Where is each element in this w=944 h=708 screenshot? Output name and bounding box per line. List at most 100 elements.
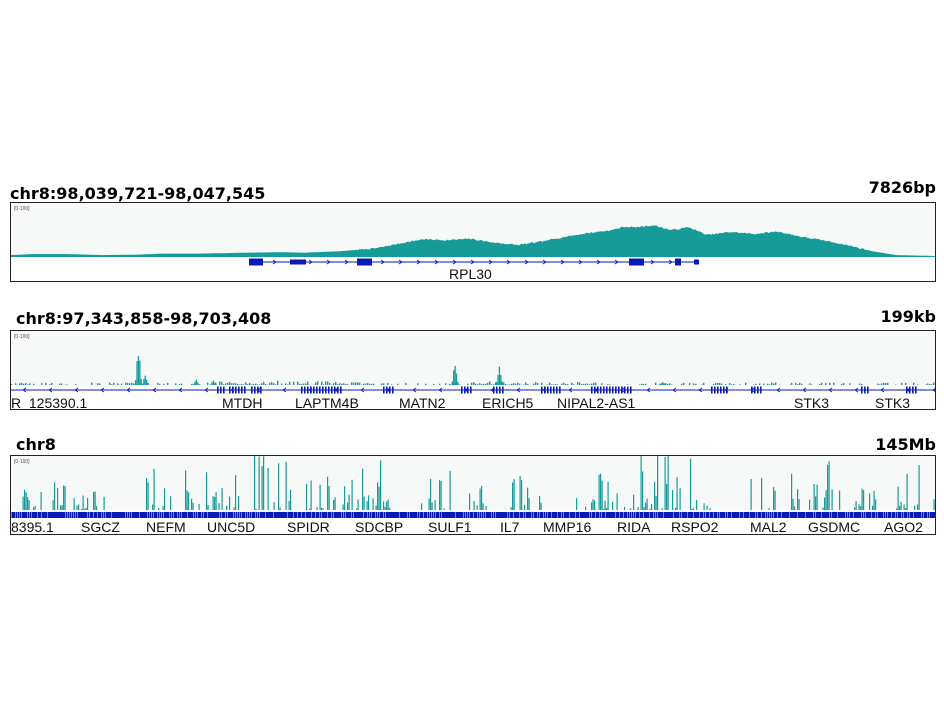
gene-gap xyxy=(21,512,22,518)
signal-bar xyxy=(334,497,336,510)
gene-gap xyxy=(131,512,132,518)
signal-bar xyxy=(443,508,445,510)
signal-bar xyxy=(914,505,916,510)
signal-area xyxy=(11,225,935,257)
gene-gap xyxy=(883,512,884,518)
gene-gap xyxy=(543,512,544,518)
panel2-track-frame[interactable]: [0-100] R_125390.1 MTDH LAPTM4B MATN2 ER… xyxy=(10,330,936,410)
signal-peak-bar xyxy=(133,384,135,385)
signal-bar xyxy=(82,495,84,510)
signal-bar xyxy=(316,507,318,510)
gene-gap xyxy=(301,512,302,518)
signal-bar xyxy=(773,383,775,385)
gene-gap xyxy=(627,512,628,518)
signal-bar xyxy=(387,383,389,385)
signal-bar xyxy=(94,491,96,510)
gene-gap xyxy=(71,512,72,518)
gene-strand-arrow xyxy=(434,259,439,265)
gene-gap xyxy=(897,512,898,518)
signal-bar xyxy=(91,382,93,385)
panel3-track-frame[interactable]: [0-100] 8395.1 SGCZ NEFM UNC5D SPIDR SDC… xyxy=(10,455,936,535)
signal-bar xyxy=(271,382,273,385)
gene-exon xyxy=(249,258,263,266)
gene-gap xyxy=(579,512,580,518)
gene-gap xyxy=(161,512,162,518)
signal-bar xyxy=(347,502,349,510)
gene-gap xyxy=(237,512,238,518)
gene-gap xyxy=(845,512,846,518)
panel3-scale-label: [0-100] xyxy=(14,459,30,465)
signal-bar xyxy=(127,382,129,385)
signal-bar xyxy=(655,382,657,385)
gene-gap xyxy=(311,512,312,518)
panel2-gene-label: STK3 xyxy=(794,395,830,410)
gene-gap xyxy=(101,512,102,518)
signal-bar xyxy=(713,383,715,385)
gene-gap xyxy=(257,512,258,518)
signal-bar xyxy=(51,382,53,385)
signal-bar xyxy=(571,382,573,385)
gene-strand-arrow xyxy=(594,387,599,393)
gene-gap xyxy=(65,512,66,518)
gene-gap xyxy=(427,512,428,518)
gene-gap xyxy=(151,512,152,518)
gene-gap xyxy=(789,512,790,518)
signal-bar xyxy=(288,501,290,510)
signal-bar xyxy=(693,508,695,510)
signal-peak-bar xyxy=(500,374,502,385)
gene-gap xyxy=(473,512,474,518)
panel1-span-label: 7826bp xyxy=(868,178,936,197)
gene-exon xyxy=(383,386,385,394)
signal-bar xyxy=(27,384,29,385)
gene-exon xyxy=(235,386,237,394)
gene-gap xyxy=(235,512,236,518)
signal-bar xyxy=(825,382,827,385)
signal-bar xyxy=(551,384,553,385)
gene-exon xyxy=(493,386,495,394)
gene-gap xyxy=(69,512,70,518)
gene-strand-arrow xyxy=(672,387,677,393)
signal-bar xyxy=(524,504,526,510)
gene-gap xyxy=(483,512,484,518)
signal-bar xyxy=(111,384,113,385)
signal-bar xyxy=(61,505,63,510)
panel2-gene-label: NIPAL2-AS1 xyxy=(557,395,636,410)
gene-gap xyxy=(771,512,772,518)
signal-bar xyxy=(289,381,291,385)
signal-bar xyxy=(380,460,382,510)
gene-strand-arrow xyxy=(326,259,331,265)
gene-strand-arrow xyxy=(452,259,457,265)
signal-peak-bar xyxy=(197,382,199,385)
signal-bar xyxy=(212,496,214,510)
gene-gap xyxy=(853,512,854,518)
signal-bar xyxy=(85,507,87,510)
gene-gap xyxy=(551,512,552,518)
gene-strand-arrow xyxy=(282,387,287,393)
gene-gap xyxy=(203,512,204,518)
signal-bar xyxy=(87,497,89,510)
signal-bar xyxy=(191,498,193,510)
gene-gap xyxy=(287,512,288,518)
signal-bar xyxy=(207,505,209,510)
signal-bar xyxy=(665,383,667,385)
gene-exon xyxy=(909,386,911,394)
signal-bar xyxy=(598,474,600,510)
gene-gap xyxy=(17,512,18,518)
gene-strand-arrow xyxy=(386,387,391,393)
gene-gap xyxy=(525,512,526,518)
signal-bar xyxy=(25,383,27,385)
gene-exon xyxy=(541,386,543,394)
signal-bar xyxy=(763,383,765,385)
signal-bar xyxy=(639,384,641,385)
gene-exon xyxy=(621,386,623,394)
gene-gap xyxy=(865,512,866,518)
signal-bar xyxy=(351,382,353,385)
signal-bar xyxy=(512,482,514,510)
panel1-track-frame[interactable]: [0-100] RPL30 xyxy=(10,202,936,282)
gene-gap xyxy=(861,512,862,518)
gene-exon xyxy=(861,386,863,394)
signal-bar xyxy=(449,470,451,510)
signal-bar xyxy=(19,383,21,385)
signal-bar xyxy=(356,508,358,510)
signal-bar xyxy=(799,382,801,385)
